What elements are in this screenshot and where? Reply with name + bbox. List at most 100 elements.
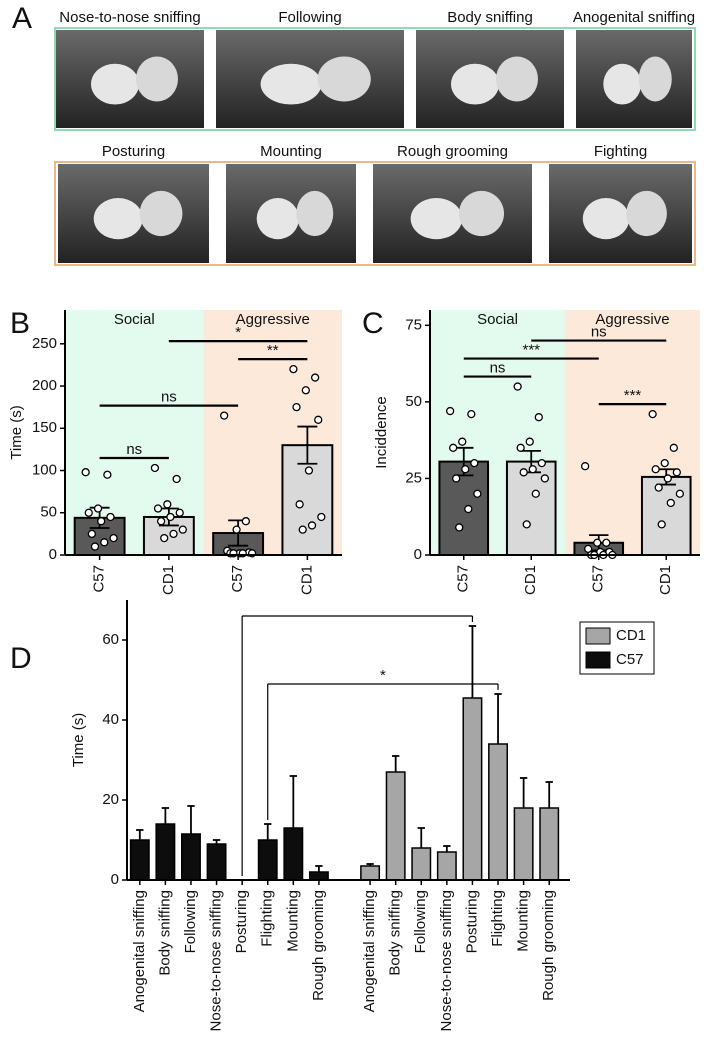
y-tick-label: 75 <box>405 316 422 333</box>
legend-label: CD1 <box>616 627 646 644</box>
data-point <box>178 525 187 534</box>
data-point <box>169 529 178 539</box>
data-point <box>166 512 175 522</box>
data-point <box>663 474 672 483</box>
data-point <box>172 474 181 484</box>
x-tick-label: Body sniffing <box>156 890 173 976</box>
x-tick-label: Flighting <box>489 890 506 947</box>
error-bar <box>391 755 400 772</box>
region-label: Social <box>477 311 518 328</box>
panel-label: B <box>10 307 30 340</box>
data-point <box>310 373 320 382</box>
data-point <box>660 458 669 468</box>
bar <box>129 839 150 881</box>
data-point <box>156 517 166 526</box>
data-point <box>657 520 666 529</box>
data-point <box>109 533 118 543</box>
data-point <box>452 474 461 483</box>
data-point <box>289 364 298 374</box>
error-bar <box>212 839 221 844</box>
data-point <box>540 474 550 483</box>
error-bar <box>417 827 425 848</box>
x-tick-label: Anogenital sniffing <box>361 890 378 1012</box>
x-tick-label: CD1 <box>522 565 539 595</box>
mouse <box>93 198 143 240</box>
photo-row-frame <box>54 161 696 266</box>
data-point <box>470 458 479 468</box>
error-bar <box>545 781 553 808</box>
mouse <box>136 56 178 102</box>
error-bar <box>443 845 451 852</box>
data-point <box>153 504 163 513</box>
x-tick-label: CD1 <box>160 565 177 595</box>
mouse <box>139 190 183 237</box>
data-point <box>525 437 534 446</box>
bar <box>488 743 508 881</box>
bar <box>436 851 457 881</box>
mouse <box>626 190 667 237</box>
mouse <box>256 198 299 240</box>
mouse <box>410 198 463 240</box>
mouse <box>317 56 371 102</box>
data-point <box>531 489 540 498</box>
data-point <box>298 525 307 534</box>
x-tick-label: Mounting <box>284 890 301 952</box>
mouse <box>603 63 642 105</box>
data-point <box>314 415 323 424</box>
data-point <box>87 529 97 539</box>
bar <box>539 807 560 881</box>
y-tick-label: 100 <box>32 461 57 478</box>
data-point <box>473 489 482 498</box>
data-point <box>593 538 602 547</box>
error-bar <box>468 625 477 698</box>
bar <box>206 843 227 881</box>
x-tick-label: Flighting <box>259 890 276 947</box>
error-bar <box>366 863 374 866</box>
y-tick-label: 25 <box>405 469 422 486</box>
significance-label: ns <box>490 360 506 377</box>
data-point <box>449 443 458 452</box>
bar <box>462 697 483 881</box>
significance-label: * <box>235 324 241 341</box>
data-point <box>654 483 663 492</box>
y-tick-label: 50 <box>40 504 57 521</box>
data-point <box>301 386 310 395</box>
data-point <box>675 489 685 498</box>
mouse <box>296 190 334 237</box>
photo-label: Posturing <box>102 143 165 160</box>
data-point <box>602 538 611 547</box>
photo-label: Mounting <box>260 143 322 160</box>
data-point <box>464 504 473 514</box>
y-tick-label: 200 <box>32 377 57 394</box>
x-tick-label: CD1 <box>298 565 315 595</box>
panel-label: D <box>10 642 32 675</box>
y-tick-label: 60 <box>102 631 119 648</box>
y-tick-label: 0 <box>49 546 57 563</box>
x-tick-label: Rough grooming <box>310 890 327 1001</box>
photo-label: Body sniffing <box>447 9 533 26</box>
data-point <box>150 463 160 473</box>
data-point <box>522 520 531 529</box>
data-point <box>580 462 590 471</box>
error-bar <box>187 805 195 834</box>
x-tick-label: Nose-to-nose sniffing <box>208 890 225 1031</box>
legend-swatch <box>585 627 611 645</box>
data-point <box>175 508 184 517</box>
error-bar <box>297 425 318 465</box>
region-label: Social <box>114 311 155 328</box>
data-point <box>93 504 103 513</box>
bar <box>513 807 534 881</box>
bar <box>411 847 432 881</box>
data-point <box>317 512 326 522</box>
data-point <box>651 465 660 474</box>
bar <box>438 460 490 556</box>
region-label: Aggressive <box>236 311 310 328</box>
photo-label: Nose-to-nose sniffing <box>59 9 200 26</box>
data-point <box>672 468 681 477</box>
error-bar <box>494 693 502 744</box>
bar <box>505 460 557 556</box>
x-tick-label: Anogenital sniffing <box>131 890 148 1012</box>
x-tick-label: C57 <box>455 565 472 593</box>
significance-label: ns <box>591 324 607 341</box>
x-tick-label: Following <box>412 890 429 953</box>
